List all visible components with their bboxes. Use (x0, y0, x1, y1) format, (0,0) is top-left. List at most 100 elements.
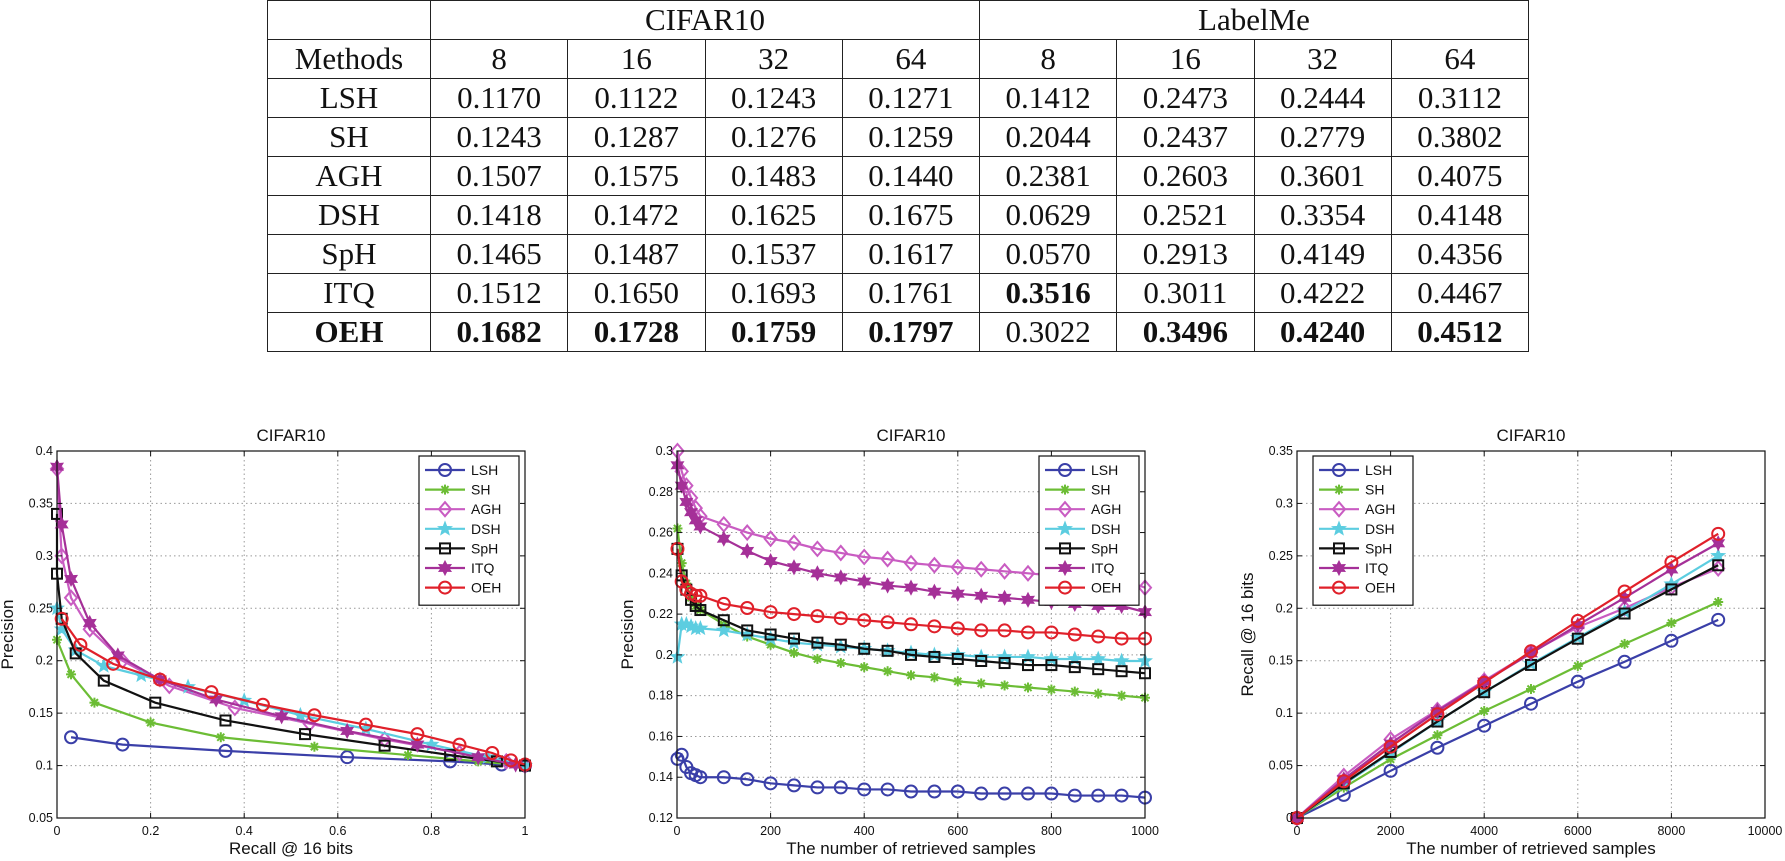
data-point-sh-stroke (976, 679, 986, 688)
data-point-sh (789, 647, 799, 658)
data-point-itq (274, 708, 289, 725)
data-point-itq (1711, 535, 1726, 552)
data-point-oeh (1091, 629, 1106, 644)
legend-marker-sh-stroke (1060, 485, 1070, 494)
legend-marker-sh (1060, 484, 1070, 495)
y-axis-label: Precision (0, 600, 17, 670)
results-table: CIFAR10 LabelMe Methods 8 16 32 64 8 16 … (267, 0, 1530, 352)
data-point-sh-stroke (146, 718, 155, 727)
data-point-sph (299, 728, 312, 741)
data-point-oeh (880, 615, 895, 630)
data-point-lsh (1711, 612, 1726, 627)
table-bits-row: Methods 8 16 32 64 8 16 32 64 (267, 39, 1530, 79)
value-cell: 0.4240 (1253, 312, 1392, 352)
data-point-lsh (693, 770, 708, 785)
series-line-lsh (1296, 618, 1719, 819)
data-point-oeh (810, 609, 825, 624)
legend: LSH SH AGH DSH SpH ITQ OEH (1038, 455, 1140, 606)
data-point-lsh (115, 737, 130, 752)
data-point-dsh (692, 619, 709, 636)
value-cell: 0.2473 (1116, 78, 1255, 118)
data-point-lsh (950, 784, 965, 799)
x-tick-label: 10000 (1748, 824, 1783, 838)
value-cell: 0.1507 (429, 156, 569, 196)
data-point-dsh (1090, 650, 1107, 666)
y-tick-label: 0.05 (1269, 759, 1293, 773)
data-point-oeh (106, 656, 121, 671)
series-line-lsh (676, 752, 1146, 799)
table-corner-cell (267, 0, 431, 40)
data-point-lsh (64, 730, 79, 745)
data-point-sh (1526, 684, 1536, 695)
x-tick-label: 0 (674, 824, 681, 838)
y-tick-label: 0.14 (649, 770, 673, 784)
data-point-lsh (974, 786, 989, 801)
method-name-cell: LSH (267, 78, 431, 118)
data-point-lsh (674, 747, 689, 762)
data-point-sph (694, 604, 707, 617)
value-cell: 0.1650 (567, 273, 706, 313)
legend-marker-sph (1333, 542, 1345, 555)
data-point-itq (950, 585, 965, 602)
data-point-sph (149, 696, 162, 709)
bits-header: 16 (1116, 39, 1255, 79)
value-cell: 0.1243 (429, 117, 569, 157)
y-axis-label: Precision (618, 600, 637, 670)
data-point-itq (209, 691, 224, 708)
x-tick-label: 6000 (1564, 824, 1592, 838)
data-point-lsh (1067, 788, 1082, 803)
data-point-lsh (1524, 696, 1538, 711)
data-point-sh-stroke (813, 654, 822, 664)
data-point-oeh (787, 607, 801, 622)
legend-marker-lsh (438, 463, 452, 477)
y-tick-label: 0.35 (1269, 444, 1293, 458)
data-point-oeh (485, 745, 500, 760)
legend-marker-agh (1331, 500, 1347, 518)
data-point-sh-stroke (1070, 687, 1080, 696)
series-line-oeh (60, 618, 526, 766)
legend-label: SH (1091, 482, 1110, 498)
data-point-itq (716, 530, 731, 547)
data-point-oeh (857, 613, 872, 628)
legend-label: ITQ (1091, 560, 1114, 576)
data-point-lsh (927, 784, 942, 799)
table-row: SH 0.1243 0.1287 0.1276 0.1259 0.2044 0.2437 0.… (267, 117, 1530, 157)
data-point-sh (215, 732, 226, 743)
legend: LSH SH AGH DSH SpH ITQ OEH (418, 455, 520, 606)
data-point-lsh (1570, 674, 1585, 689)
data-point-sh-stroke (883, 666, 892, 676)
data-point-agh (739, 524, 755, 542)
y-tick-label: 0.28 (649, 485, 673, 499)
value-cell: 0.1625 (704, 195, 843, 235)
series-line-oeh (1296, 532, 1719, 819)
table-header-row: CIFAR10 LabelMe (267, 0, 1529, 40)
legend-marker-oeh (1332, 580, 1346, 595)
plot-area-frame (676, 450, 1146, 819)
legend-label: LSH (1091, 462, 1118, 478)
results-table-wrapper: CIFAR10 LabelMe Methods 8 16 32 64 8 16 … (267, 0, 1530, 352)
data-point-oeh (152, 672, 167, 687)
data-point-oeh (716, 596, 731, 611)
data-point-oeh (1430, 707, 1445, 722)
legend-marker-itq (1057, 559, 1073, 577)
y-tick-label: 0.05 (29, 811, 53, 825)
legend-marker-agh (1057, 500, 1073, 518)
data-point-lsh (1664, 633, 1679, 648)
legend-label: OEH (1091, 580, 1121, 596)
data-point-sh-stroke (953, 677, 963, 686)
table-row: DSH 0.1418 0.1472 0.1625 0.1675 0.0629 0.2521 0… (267, 195, 1530, 235)
data-point-sph (1115, 665, 1128, 678)
table-row: AGH 0.1507 0.1575 0.1483 0.1440 0.2381 0.2603 0… (267, 156, 1530, 196)
data-point-sph (811, 636, 824, 649)
legend-marker-itq (1331, 559, 1347, 577)
data-point-oeh (54, 611, 69, 626)
data-point-itq (903, 579, 919, 596)
value-cell: 0.1122 (567, 78, 706, 118)
data-point-sh-stroke (1713, 597, 1723, 607)
methods-header: Methods (267, 39, 431, 79)
method-name-cell: ITQ (267, 273, 431, 313)
data-point-sh-stroke (310, 742, 319, 751)
data-point-lsh (716, 770, 731, 785)
data-point-itq (974, 587, 989, 604)
y-tick-label: 0.3 (1276, 496, 1293, 510)
